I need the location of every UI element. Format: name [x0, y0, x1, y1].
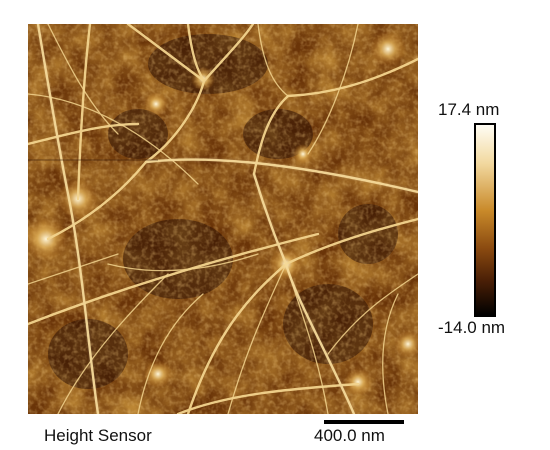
colorbar-max-label: 17.4 nm	[438, 100, 500, 119]
scale-bar	[324, 420, 404, 424]
colorbar-min-label: -14.0 nm	[438, 318, 506, 337]
height-colorbar	[474, 123, 496, 317]
afm-height-image	[28, 24, 418, 414]
colorbar-gradient	[476, 125, 494, 315]
fiber-highlights	[37, 24, 418, 414]
scale-bar-label: 400.0 nm	[314, 426, 385, 445]
substrate-fine-texture	[28, 24, 418, 414]
channel-label: Height Sensor	[44, 426, 152, 445]
